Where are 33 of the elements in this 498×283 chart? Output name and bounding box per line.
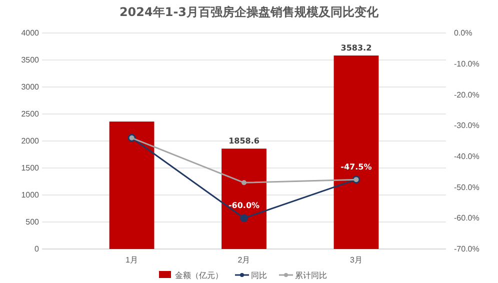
x-tick-label: 2月	[238, 256, 250, 265]
legend-label: 金额（亿元）	[175, 271, 223, 280]
data-label: 3583.2	[340, 44, 372, 53]
y2-tick-label: -30.0%	[454, 121, 480, 130]
y-tick-label: 2500	[21, 110, 40, 119]
bar	[334, 56, 379, 249]
y-tick-label: 2000	[21, 136, 40, 146]
y2-tick-label: -70.0%	[454, 244, 480, 254]
y-tick-label: 500	[26, 218, 40, 227]
y2-tick-label: -10.0%	[454, 59, 480, 68]
x-tick-label: 3月	[350, 256, 362, 265]
bar	[109, 122, 154, 249]
bar	[222, 148, 266, 249]
y2-tick-label: 0.0%	[454, 28, 472, 38]
y2-tick-label: -60.0%	[454, 214, 480, 223]
data-label: -60.0%	[228, 201, 260, 210]
legend-label: 同比	[251, 271, 267, 280]
y-tick-label: 4000	[21, 28, 40, 38]
data-label: 1858.6	[228, 136, 260, 146]
y2-tick-label: -40.0%	[454, 152, 480, 161]
point	[242, 180, 246, 186]
legend-label: 累计同比	[295, 271, 327, 280]
y2-tick-label: -20.0%	[454, 90, 480, 100]
chart-title: 2024年1-3月百强房企操盘销售规模及同比变化	[119, 5, 380, 19]
x-tick-label: 1月	[126, 256, 138, 265]
point	[240, 214, 248, 222]
data-label: -47.5%	[340, 162, 372, 172]
y2-tick-label: -50.0%	[454, 182, 480, 192]
y-tick-label: 1000	[21, 190, 40, 200]
y-tick-label: 3500	[21, 56, 40, 65]
y-tick-label: 0	[34, 244, 40, 254]
y-tick-label: 1500	[21, 164, 40, 173]
y-tick-label: 3000	[21, 82, 40, 92]
